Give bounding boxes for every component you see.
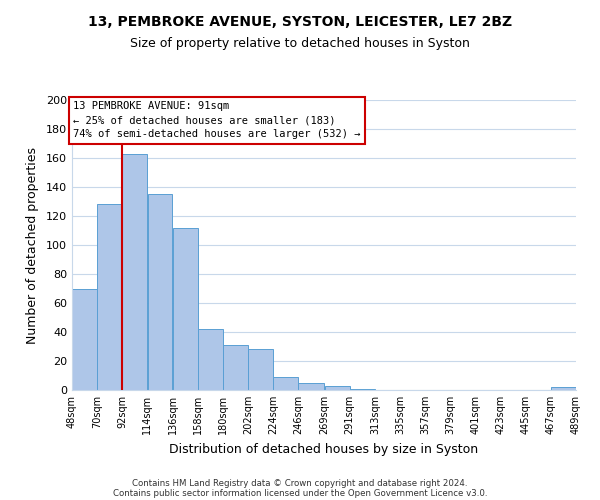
Bar [350,388,374,390]
Y-axis label: Number of detached properties: Number of detached properties [26,146,39,344]
Text: 13 PEMBROKE AVENUE: 91sqm
← 25% of detached houses are smaller (183)
74% of semi: 13 PEMBROKE AVENUE: 91sqm ← 25% of detac… [73,102,361,140]
Bar [97,204,122,390]
Bar [198,329,223,390]
Bar [173,228,197,390]
Bar [72,288,97,390]
Text: Size of property relative to detached houses in Syston: Size of property relative to detached ho… [130,38,470,51]
Bar [274,377,298,390]
Bar [223,345,248,390]
Text: Contains HM Land Registry data © Crown copyright and database right 2024.: Contains HM Land Registry data © Crown c… [132,478,468,488]
Text: Contains public sector information licensed under the Open Government Licence v3: Contains public sector information licen… [113,488,487,498]
Text: 13, PEMBROKE AVENUE, SYSTON, LEICESTER, LE7 2BZ: 13, PEMBROKE AVENUE, SYSTON, LEICESTER, … [88,15,512,29]
Bar [148,194,172,390]
Bar [122,154,147,390]
Bar [298,383,325,390]
Bar [551,387,576,390]
Bar [325,386,350,390]
X-axis label: Distribution of detached houses by size in Syston: Distribution of detached houses by size … [169,442,479,456]
Bar [248,350,273,390]
